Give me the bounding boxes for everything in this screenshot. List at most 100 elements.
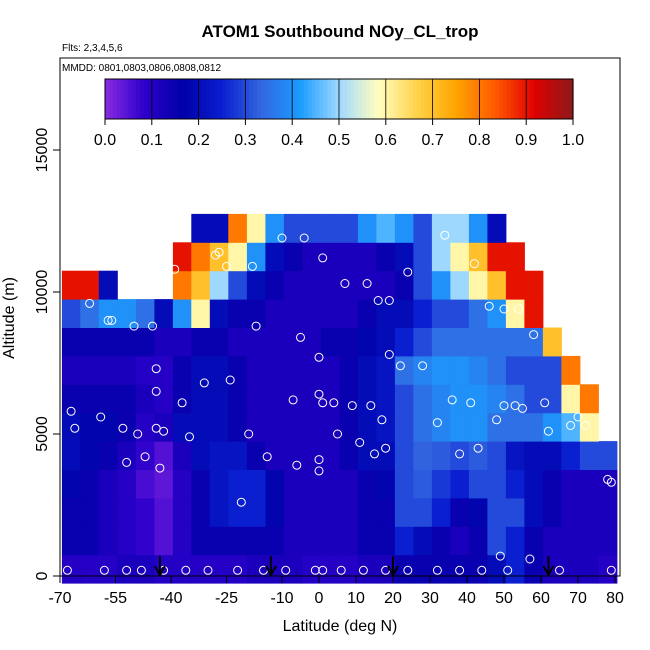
- x-tick-label: 40: [458, 590, 476, 607]
- colorbar-swatch: [276, 79, 282, 119]
- colorbar-swatch: [280, 79, 285, 119]
- heatmap-cell: [61, 497, 81, 527]
- heatmap-cell: [302, 469, 322, 499]
- heatmap-cell: [505, 242, 525, 272]
- heatmap-cell: [394, 412, 414, 442]
- heatmap-cell: [154, 526, 174, 556]
- heatmap-cell: [579, 554, 599, 584]
- heatmap-cell: [431, 384, 451, 414]
- heatmap-cell: [579, 384, 599, 414]
- observation-point: [447, 395, 457, 405]
- heatmap-cell: [468, 497, 488, 527]
- heatmap-cell: [283, 441, 303, 470]
- colorbar-swatch: [120, 79, 126, 119]
- heatmap-cell: [265, 327, 285, 357]
- heatmap-cell: [487, 327, 507, 357]
- heatmap-cell: [394, 526, 414, 556]
- heatmap-cell: [376, 270, 396, 300]
- heatmap-cell: [320, 526, 340, 556]
- heatmap-cell: [265, 497, 285, 527]
- heatmap-cell: [191, 469, 211, 499]
- colorbar-tick-label: 0.3: [234, 132, 256, 149]
- heatmap-cell: [468, 526, 488, 556]
- heatmap-cell: [487, 213, 507, 243]
- colorbar-swatch: [249, 79, 254, 119]
- heatmap-cell: [431, 213, 451, 243]
- heatmap-cell: [487, 412, 507, 442]
- x-tick-label: 20: [384, 590, 402, 607]
- colorbar-swatch: [257, 79, 262, 119]
- heatmap-cell: [542, 441, 562, 470]
- colorbar-swatch: [440, 79, 445, 119]
- heatmap-cell: [302, 327, 322, 357]
- heatmap-cell: [505, 526, 525, 556]
- observation-point: [314, 389, 324, 399]
- heatmap-cell: [431, 242, 451, 272]
- observation-point: [492, 415, 502, 425]
- heatmap-cell: [209, 526, 229, 556]
- heatmap-cell: [413, 441, 433, 470]
- observation-point: [318, 398, 328, 408]
- colorbar-swatch: [292, 79, 297, 119]
- heatmap-cell: [561, 412, 581, 442]
- colorbar-swatch: [315, 79, 321, 119]
- heatmap-cell: [117, 469, 137, 499]
- heatmap-cell: [339, 327, 359, 357]
- heatmap-cell: [413, 299, 433, 328]
- observation-point: [466, 398, 476, 408]
- observation-point: [199, 378, 209, 388]
- heatmap-cell: [209, 355, 229, 385]
- heatmap-cell: [191, 299, 211, 328]
- heatmap-cell: [450, 384, 470, 414]
- heatmap-cell: [61, 441, 81, 470]
- heatmap-cell: [61, 270, 81, 300]
- heatmap-cell: [524, 441, 544, 470]
- colorbar-swatch: [296, 79, 301, 119]
- heatmap-cell: [302, 213, 322, 243]
- observation-point: [185, 432, 194, 442]
- heatmap-cell: [246, 327, 266, 357]
- heatmap-cell: [579, 497, 599, 527]
- colorbar-swatch: [303, 79, 309, 119]
- heatmap-cell: [302, 355, 322, 385]
- heatmap-cell: [191, 213, 211, 243]
- colorbar-swatch: [105, 79, 110, 119]
- heatmap-cell: [561, 441, 581, 470]
- heatmap-cell: [228, 355, 248, 385]
- colorbar-swatch: [147, 79, 153, 119]
- colorbar-swatch: [475, 79, 480, 119]
- heatmap-cell: [246, 213, 266, 243]
- heatmap-cell: [209, 213, 229, 243]
- heatmap-cell: [228, 242, 248, 272]
- observation-point: [366, 401, 376, 411]
- colorbar-swatch: [471, 79, 477, 119]
- colorbar-swatch: [565, 79, 570, 119]
- colorbar-swatch: [495, 79, 500, 119]
- heatmap-cell: [450, 270, 470, 300]
- heatmap-cell: [320, 242, 340, 272]
- x-tick-label: 60: [532, 590, 550, 607]
- heatmap-cell: [542, 469, 562, 499]
- heatmap-cell: [376, 412, 396, 442]
- heatmap-cell: [487, 270, 507, 300]
- heatmap-cell: [450, 242, 470, 272]
- colorbar-swatch: [385, 79, 391, 119]
- heatmap-cell: [191, 242, 211, 272]
- heatmap-cell: [209, 412, 229, 442]
- heatmap-cell: [524, 497, 544, 527]
- colorbar-swatch: [354, 79, 360, 119]
- observation-point: [606, 565, 616, 575]
- observation-point: [503, 565, 513, 575]
- heatmap-cell: [135, 526, 155, 556]
- y-axis-label: Altitude (m): [1, 277, 18, 359]
- heatmap-cell: [209, 299, 229, 328]
- observation-point: [384, 296, 394, 305]
- heatmap-cell: [320, 469, 340, 499]
- colorbar-swatch: [140, 79, 145, 119]
- heatmap-cell: [172, 355, 192, 385]
- colorbar-swatch: [319, 79, 324, 119]
- heatmap-cell: [228, 299, 248, 328]
- heatmap-cell: [228, 469, 248, 499]
- heatmap-cell: [357, 441, 377, 470]
- colorbar-swatch: [358, 79, 363, 119]
